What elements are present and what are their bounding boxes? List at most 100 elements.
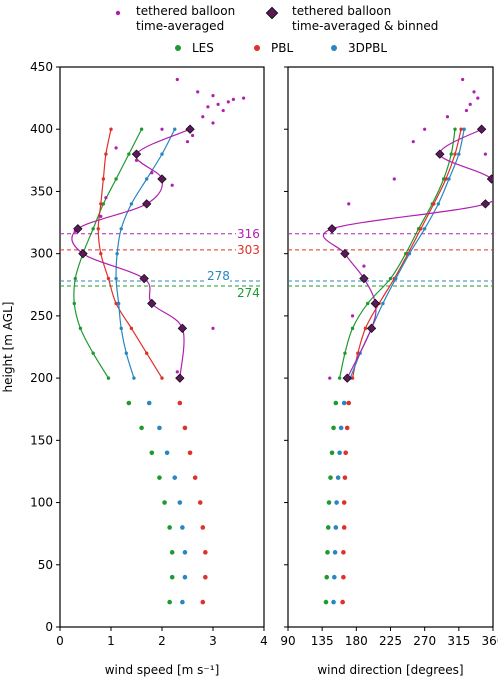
point-LES (114, 177, 118, 181)
x-tick-label: 360 (482, 634, 498, 648)
legend-les-label: LES (192, 41, 214, 55)
point-balloon-binned (327, 224, 337, 234)
point-LES (323, 599, 329, 605)
point-balloon-avg (328, 376, 332, 380)
point-LES (326, 500, 332, 505)
point-3DPBL (145, 177, 149, 181)
point-balloon-avg (104, 196, 108, 200)
fit-line-balloon (71, 128, 191, 379)
point-balloon-avg (464, 108, 469, 113)
point-balloon-binned (73, 224, 83, 234)
direction-panel: 90 135 180 225 270 315 360 wind direction [degr… (280, 66, 498, 677)
direction-series (323, 77, 493, 605)
point-LES (162, 500, 167, 505)
y-tick-label: 100 (30, 496, 53, 510)
speed-panel: 0 1 2 3 4 0 50 100 150 200 250 300 350 400 450 wind spe… (30, 60, 268, 677)
x-tick-label: 180 (345, 634, 368, 648)
point-balloon-binned (139, 273, 149, 284)
point-3DPBL (114, 276, 118, 281)
point-balloon-binned (147, 298, 157, 309)
point-3DPBL (115, 251, 119, 256)
point-3DPBL (180, 525, 185, 530)
point-balloon-avg (191, 133, 195, 138)
point-PBL (341, 574, 346, 580)
point-balloon-avg (226, 100, 230, 104)
point-LES (329, 450, 335, 456)
point-balloon-binned (480, 199, 491, 209)
legend-3dpbl-marker (331, 45, 337, 51)
point-LES (366, 301, 370, 306)
point-3DPBL (338, 425, 344, 431)
point-3DPBL (422, 227, 427, 231)
legend-3dpbl-label: 3DPBL (348, 41, 387, 55)
point-PBL (341, 525, 347, 530)
point-balloon-avg (211, 121, 215, 125)
y-tick-label: 350 (30, 184, 53, 198)
point-PBL (109, 127, 113, 131)
point-PBL (432, 202, 436, 206)
point-balloon-avg (411, 140, 415, 144)
point-balloon-binned (78, 248, 88, 259)
point-3DPBL (180, 599, 185, 605)
point-LES (78, 326, 83, 331)
y-tick-label: 50 (38, 558, 53, 572)
point-3DPBL (332, 550, 338, 555)
point-LES (325, 550, 330, 555)
point-LES (331, 425, 336, 431)
x-tick-label: 270 (413, 634, 436, 648)
point-PBL (106, 276, 111, 281)
point-3DPBL (173, 127, 177, 131)
point-balloon-avg (185, 140, 190, 144)
point-PBL (160, 376, 164, 380)
point-balloon-binned (370, 298, 380, 309)
point-3DPBL (119, 227, 123, 231)
point-PBL (363, 326, 368, 331)
point-PBL (203, 574, 208, 580)
point-3DPBL (457, 152, 461, 156)
point-balloon-avg (362, 264, 366, 268)
legend-les-marker (175, 45, 181, 51)
point-LES (325, 525, 331, 530)
point-balloon-avg (175, 370, 179, 374)
y-tick-label: 300 (30, 247, 53, 261)
point-3DPBL (124, 351, 128, 355)
point-LES (169, 574, 175, 580)
point-balloon-binned (131, 149, 142, 159)
point-PBL (340, 599, 345, 605)
point-LES (101, 202, 106, 206)
direction-panel-frame (287, 66, 494, 628)
point-balloon-binned (366, 323, 377, 334)
point-3DPBL (331, 599, 336, 605)
x-tick-label: 135 (311, 634, 334, 648)
point-balloon-avg (461, 77, 465, 82)
x-tick-label: 2 (158, 634, 166, 648)
legend-pbl-label: PBL (271, 41, 293, 55)
point-balloon-avg (206, 105, 210, 109)
point-balloon-avg (114, 146, 118, 150)
point-balloon-avg (196, 90, 200, 94)
x-tick-label: 90 (280, 634, 295, 648)
point-3DPBL (381, 301, 385, 306)
point-LES (343, 351, 347, 355)
point-balloon-binned (486, 174, 493, 184)
point-balloon-avg (160, 127, 164, 131)
point-LES (350, 326, 355, 331)
y-axis-label: height [m AGL] (1, 302, 15, 393)
point-balloon-avg (211, 326, 215, 330)
y-tick-label: 250 (30, 309, 53, 323)
legend-balloon-binned-marker (265, 6, 279, 20)
point-3DPBL (436, 202, 441, 206)
point-PBL (444, 177, 448, 181)
point-PBL (187, 450, 193, 456)
point-balloon-avg (221, 108, 225, 113)
point-LES (106, 376, 111, 380)
point-3DPBL (447, 177, 451, 181)
point-3DPBL (116, 301, 121, 306)
point-PBL (459, 127, 463, 131)
point-3DPBL (334, 500, 339, 505)
point-balloon-avg (392, 177, 396, 181)
point-PBL (99, 251, 103, 256)
y-tick-label: 150 (30, 433, 53, 447)
point-balloon-avg (468, 102, 472, 106)
x-tick-label: 225 (379, 634, 402, 648)
